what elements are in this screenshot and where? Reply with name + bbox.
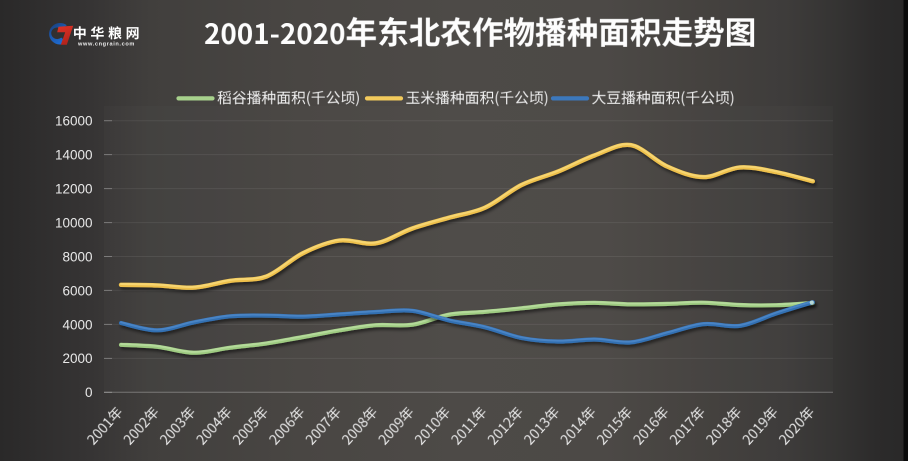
- svg-text:8000: 8000: [62, 249, 92, 264]
- svg-text:0: 0: [85, 385, 93, 400]
- svg-text:12000: 12000: [55, 182, 93, 197]
- svg-text:4000: 4000: [62, 317, 92, 332]
- svg-text:14000: 14000: [55, 148, 93, 163]
- svg-text:6000: 6000: [62, 283, 92, 298]
- svg-text:www.cngrain.com: www.cngrain.com: [77, 41, 135, 47]
- svg-text:16000: 16000: [55, 114, 93, 129]
- svg-text:2000: 2000: [62, 351, 92, 366]
- svg-text:10000: 10000: [55, 216, 93, 231]
